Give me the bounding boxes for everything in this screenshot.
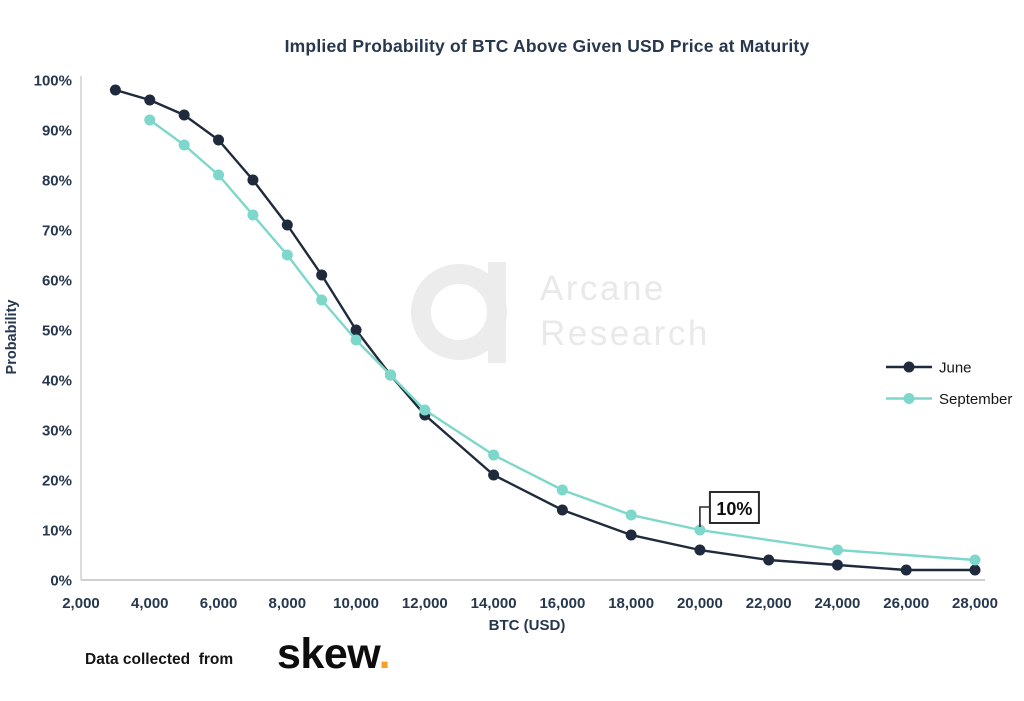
y-tick-label: 40% xyxy=(42,373,72,390)
x-tick-label: 18,000 xyxy=(608,595,654,612)
data-point-june xyxy=(831,559,843,571)
data-point-june xyxy=(488,469,500,481)
y-tick-label: 10% xyxy=(42,523,72,540)
annotation-connector xyxy=(699,506,710,527)
x-tick-label: 6,000 xyxy=(200,595,238,612)
data-point-september xyxy=(694,524,706,536)
x-tick-label: 16,000 xyxy=(539,595,585,612)
y-tick-label: 50% xyxy=(42,323,72,340)
data-point-june xyxy=(900,564,912,576)
y-tick-label: 20% xyxy=(42,473,72,490)
watermark-line-1: Arcane xyxy=(540,269,666,308)
data-point-june xyxy=(109,84,121,96)
data-point-september xyxy=(969,554,981,566)
data-point-september xyxy=(316,294,328,306)
y-tick-label: 30% xyxy=(42,423,72,440)
x-tick-label: 12,000 xyxy=(402,595,448,612)
legend-label-june: June xyxy=(939,360,972,377)
data-point-june xyxy=(969,564,981,576)
data-point-june xyxy=(625,529,637,541)
data-point-september xyxy=(178,139,190,151)
legend-label-september: September xyxy=(939,391,1012,408)
x-tick-label: 26,000 xyxy=(883,595,929,612)
data-point-june xyxy=(763,554,775,566)
y-tick-label: 100% xyxy=(34,73,72,90)
data-point-june xyxy=(350,324,362,336)
watermark-text: Arcane Research xyxy=(540,266,710,356)
legend-marker-september xyxy=(903,393,915,404)
x-tick-label: 4,000 xyxy=(131,595,169,612)
series-line-june xyxy=(115,88,975,572)
data-point-september xyxy=(419,404,431,416)
data-point-june xyxy=(556,504,568,516)
data-point-september xyxy=(488,449,500,461)
x-tick-label: 14,000 xyxy=(471,595,517,612)
data-point-june xyxy=(247,174,259,186)
x-tick-label: 22,000 xyxy=(746,595,792,612)
data-point-june xyxy=(144,94,156,106)
annotation-label: 10% xyxy=(716,499,752,519)
data-point-september xyxy=(213,169,225,181)
annotation-box xyxy=(708,491,760,524)
y-axis-title: Probability xyxy=(4,300,20,375)
data-point-june xyxy=(316,269,328,281)
data-point-september xyxy=(556,484,568,496)
y-tick-label: 0% xyxy=(50,573,72,590)
y-tick-label: 60% xyxy=(42,273,72,290)
data-point-september xyxy=(384,369,396,381)
arcane-logo-bar xyxy=(488,262,506,363)
y-tick-label: 80% xyxy=(42,173,72,190)
watermark-line-2: Research xyxy=(540,314,710,353)
y-tick-label: 90% xyxy=(42,123,72,140)
x-tick-label: 24,000 xyxy=(815,595,861,612)
data-point-june xyxy=(694,544,706,556)
x-tick-label: 10,000 xyxy=(333,595,379,612)
data-point-september xyxy=(281,249,293,261)
y-tick-label: 70% xyxy=(42,223,72,240)
x-tick-label: 8,000 xyxy=(269,595,307,612)
x-axis-title: BTC (USD) xyxy=(489,617,566,634)
data-point-september xyxy=(831,544,843,556)
data-point-september xyxy=(247,209,259,221)
x-tick-label: 20,000 xyxy=(677,595,723,612)
data-point-september xyxy=(144,114,156,126)
legend-marker-june xyxy=(903,361,915,373)
data-point-june xyxy=(178,109,190,121)
data-point-september xyxy=(625,509,637,521)
x-tick-label: 28,000 xyxy=(952,595,998,612)
x-tick-label: 2,000 xyxy=(62,595,100,612)
data-point-june xyxy=(281,219,293,231)
chart-title: Implied Probability of BTC Above Given U… xyxy=(284,36,810,56)
data-point-september xyxy=(350,334,362,346)
data-point-june xyxy=(213,134,225,146)
